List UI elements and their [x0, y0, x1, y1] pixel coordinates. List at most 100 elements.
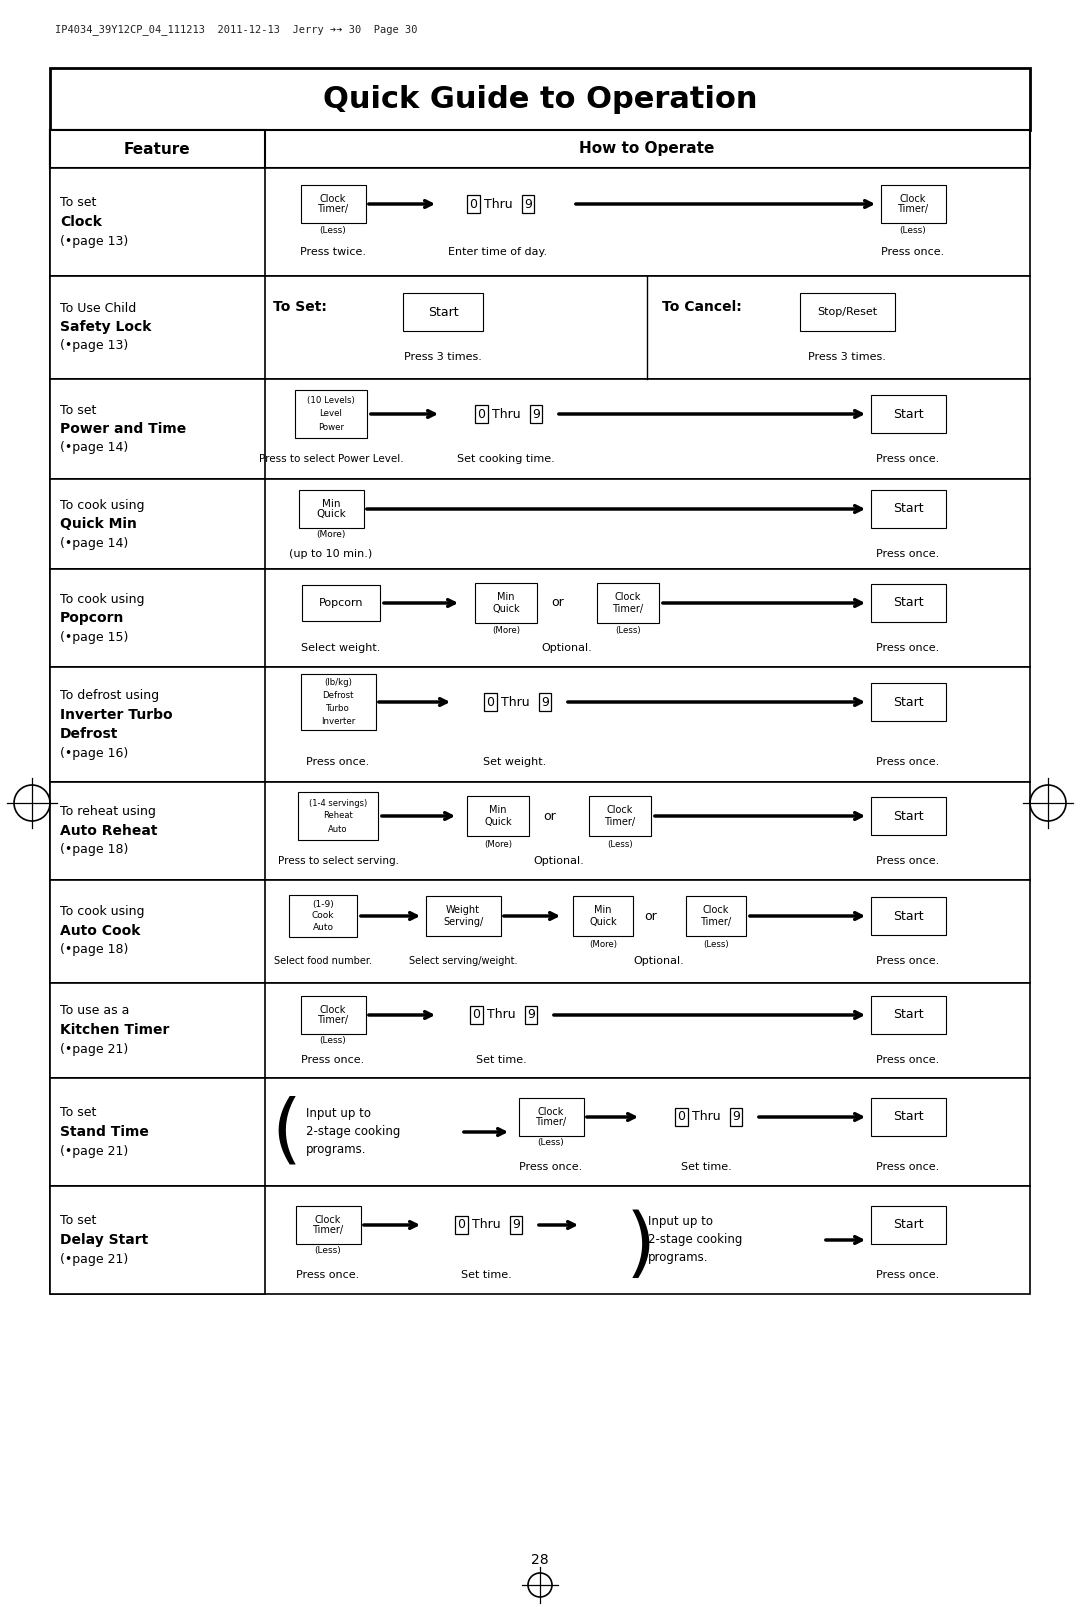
Text: Input up to: Input up to	[648, 1215, 713, 1228]
Text: Min: Min	[322, 498, 340, 509]
Text: (•page 21): (•page 21)	[60, 1043, 129, 1056]
Text: Defrost: Defrost	[322, 691, 354, 701]
Text: Thru: Thru	[472, 1218, 500, 1231]
Text: 0: 0	[469, 198, 477, 211]
Text: 0: 0	[486, 696, 494, 709]
Text: Optional.: Optional.	[542, 643, 592, 652]
FancyBboxPatch shape	[50, 130, 1030, 169]
Text: (More): (More)	[484, 839, 512, 848]
Text: Timer/: Timer/	[897, 204, 929, 214]
Text: (•page 13): (•page 13)	[60, 339, 129, 352]
FancyBboxPatch shape	[50, 881, 1030, 983]
Text: To reheat using: To reheat using	[60, 805, 156, 818]
Text: 0: 0	[472, 1009, 480, 1022]
Text: Clock: Clock	[900, 194, 927, 204]
Text: (Less): (Less)	[703, 940, 729, 948]
Text: Quick: Quick	[590, 916, 617, 927]
Text: Press once.: Press once.	[876, 857, 940, 866]
Text: (Less): (Less)	[314, 1247, 341, 1255]
FancyBboxPatch shape	[50, 569, 1030, 667]
Text: Popcorn: Popcorn	[319, 598, 363, 607]
FancyBboxPatch shape	[870, 1205, 945, 1244]
FancyBboxPatch shape	[296, 1205, 361, 1244]
Text: Timer/: Timer/	[318, 204, 349, 214]
Text: (lb/kg): (lb/kg)	[324, 678, 352, 688]
Text: Turbo: Turbo	[326, 704, 350, 714]
Text: Timer/: Timer/	[612, 604, 644, 614]
FancyBboxPatch shape	[50, 379, 265, 479]
Text: Safety Lock: Safety Lock	[60, 320, 151, 334]
Text: or: or	[645, 910, 658, 922]
FancyBboxPatch shape	[302, 585, 380, 620]
FancyBboxPatch shape	[300, 996, 365, 1033]
Text: Start: Start	[893, 503, 923, 516]
FancyBboxPatch shape	[50, 667, 1030, 783]
Text: Thru: Thru	[487, 1009, 515, 1022]
Text: Set weight.: Set weight.	[484, 757, 546, 767]
Text: To cook using: To cook using	[60, 593, 145, 606]
Text: To set: To set	[60, 1107, 96, 1120]
Text: Clock: Clock	[320, 194, 347, 204]
Text: Defrost: Defrost	[60, 726, 119, 741]
Text: Start: Start	[893, 408, 923, 421]
FancyBboxPatch shape	[426, 897, 500, 935]
Text: (•page 15): (•page 15)	[60, 630, 129, 643]
FancyBboxPatch shape	[50, 1078, 265, 1186]
Text: Thru: Thru	[501, 696, 529, 709]
FancyBboxPatch shape	[686, 897, 746, 935]
Text: 2-stage cooking: 2-stage cooking	[648, 1234, 742, 1247]
Text: 9: 9	[532, 408, 540, 421]
Text: Serving/: Serving/	[443, 916, 483, 927]
Text: Clock: Clock	[607, 805, 633, 815]
Text: (1-4 servings): (1-4 servings)	[309, 799, 367, 807]
FancyBboxPatch shape	[50, 983, 265, 1078]
Text: (•page 21): (•page 21)	[60, 1144, 129, 1157]
Text: Thru: Thru	[691, 1110, 720, 1123]
Text: Quick Min: Quick Min	[60, 517, 137, 530]
Text: Select food number.: Select food number.	[274, 956, 372, 966]
Text: Start: Start	[893, 1110, 923, 1123]
Text: Reheat: Reheat	[323, 812, 353, 821]
Text: How to Operate: How to Operate	[579, 141, 715, 156]
Text: Popcorn: Popcorn	[60, 611, 124, 625]
FancyBboxPatch shape	[475, 583, 537, 624]
Text: 0: 0	[477, 408, 485, 421]
Text: Quick: Quick	[316, 509, 346, 519]
Text: Press 3 times.: Press 3 times.	[808, 352, 886, 362]
FancyBboxPatch shape	[870, 897, 945, 935]
Text: Start: Start	[893, 810, 923, 823]
Text: (Less): (Less)	[320, 1037, 347, 1046]
Text: To use as a: To use as a	[60, 1004, 130, 1017]
Text: To cook using: To cook using	[60, 905, 145, 919]
Text: (Less): (Less)	[320, 225, 347, 235]
FancyBboxPatch shape	[50, 1186, 1030, 1294]
Text: Quick Guide to Operation: Quick Guide to Operation	[323, 85, 757, 114]
Text: Press to select Power Level.: Press to select Power Level.	[259, 455, 403, 464]
Text: To set: To set	[60, 403, 96, 416]
Text: Clock: Clock	[615, 593, 642, 603]
Text: Timer/: Timer/	[536, 1117, 567, 1128]
FancyBboxPatch shape	[300, 185, 365, 223]
Text: (More): (More)	[316, 530, 346, 540]
Text: Start: Start	[893, 1009, 923, 1022]
Text: Press once.: Press once.	[519, 1162, 582, 1172]
Text: Feature: Feature	[124, 141, 190, 156]
Text: Press once.: Press once.	[876, 455, 940, 464]
Text: Weight: Weight	[446, 905, 480, 916]
FancyBboxPatch shape	[300, 673, 376, 730]
Text: Timer/: Timer/	[318, 1016, 349, 1025]
FancyBboxPatch shape	[799, 292, 894, 331]
Text: Inverter Turbo: Inverter Turbo	[60, 709, 173, 722]
FancyBboxPatch shape	[870, 490, 945, 529]
Text: Thru: Thru	[491, 408, 521, 421]
Text: Press once.: Press once.	[307, 757, 369, 767]
Text: Set cooking time.: Set cooking time.	[457, 455, 555, 464]
Text: Optional.: Optional.	[534, 857, 584, 866]
FancyBboxPatch shape	[870, 1098, 945, 1136]
FancyBboxPatch shape	[50, 983, 1030, 1078]
Text: 9: 9	[527, 1009, 535, 1022]
Text: To defrost using: To defrost using	[60, 689, 159, 702]
Text: Power and Time: Power and Time	[60, 423, 186, 435]
Text: Clock: Clock	[60, 215, 102, 230]
Text: Quick: Quick	[492, 604, 519, 614]
